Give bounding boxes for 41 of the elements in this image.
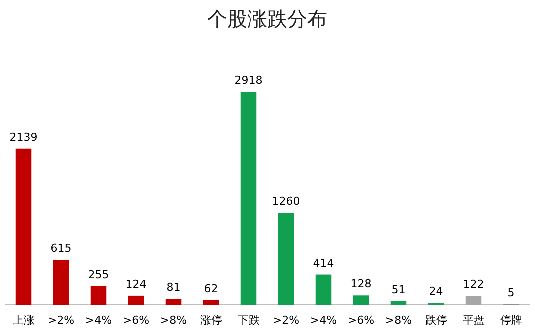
bar bbox=[316, 274, 332, 305]
bar bbox=[16, 148, 32, 305]
bar bbox=[90, 286, 107, 305]
data-label: 122 bbox=[463, 278, 484, 292]
data-label: 24 bbox=[429, 285, 444, 298]
data-label: 124 bbox=[126, 278, 147, 291]
x-tick-label: >4% bbox=[85, 314, 112, 327]
x-tick-label: 上涨 bbox=[12, 314, 35, 327]
bar bbox=[166, 299, 182, 305]
data-label: 81 bbox=[166, 281, 181, 294]
data-label: 2918 bbox=[234, 74, 263, 87]
bar bbox=[203, 300, 220, 305]
data-label: 62 bbox=[204, 282, 218, 296]
data-label: 2139 bbox=[10, 130, 38, 144]
x-tick-label: 平盘 bbox=[462, 314, 485, 327]
x-tick-label: 涨停 bbox=[200, 314, 222, 327]
bar bbox=[466, 296, 482, 305]
bar bbox=[128, 296, 144, 305]
x-tick-label: >2% bbox=[272, 314, 300, 327]
x-tick-label: 停牌 bbox=[500, 314, 522, 327]
data-label: 128 bbox=[350, 278, 372, 291]
chart-title: 个股涨跌分布 bbox=[208, 7, 328, 31]
bar bbox=[353, 296, 370, 305]
data-label: 255 bbox=[88, 268, 110, 282]
bar bbox=[390, 301, 407, 305]
x-tick-label: >6% bbox=[348, 314, 375, 327]
x-tick-label: >8% bbox=[385, 314, 412, 327]
data-label: 615 bbox=[50, 242, 72, 256]
x-tick-label: >8% bbox=[160, 314, 188, 327]
data-label: 1260 bbox=[272, 195, 300, 208]
x-tick-label: 下跌 bbox=[238, 314, 260, 327]
data-label: 51 bbox=[392, 283, 406, 296]
x-tick-label: >4% bbox=[310, 314, 338, 327]
bar bbox=[240, 92, 257, 305]
data-label: 414 bbox=[313, 256, 334, 270]
x-tick-label: >2% bbox=[48, 314, 75, 327]
x-tick-label: >6% bbox=[122, 314, 150, 327]
bar bbox=[53, 260, 70, 305]
bar bbox=[278, 213, 294, 305]
x-tick-label: 跌停 bbox=[425, 314, 448, 327]
data-label: 5 bbox=[508, 286, 515, 300]
